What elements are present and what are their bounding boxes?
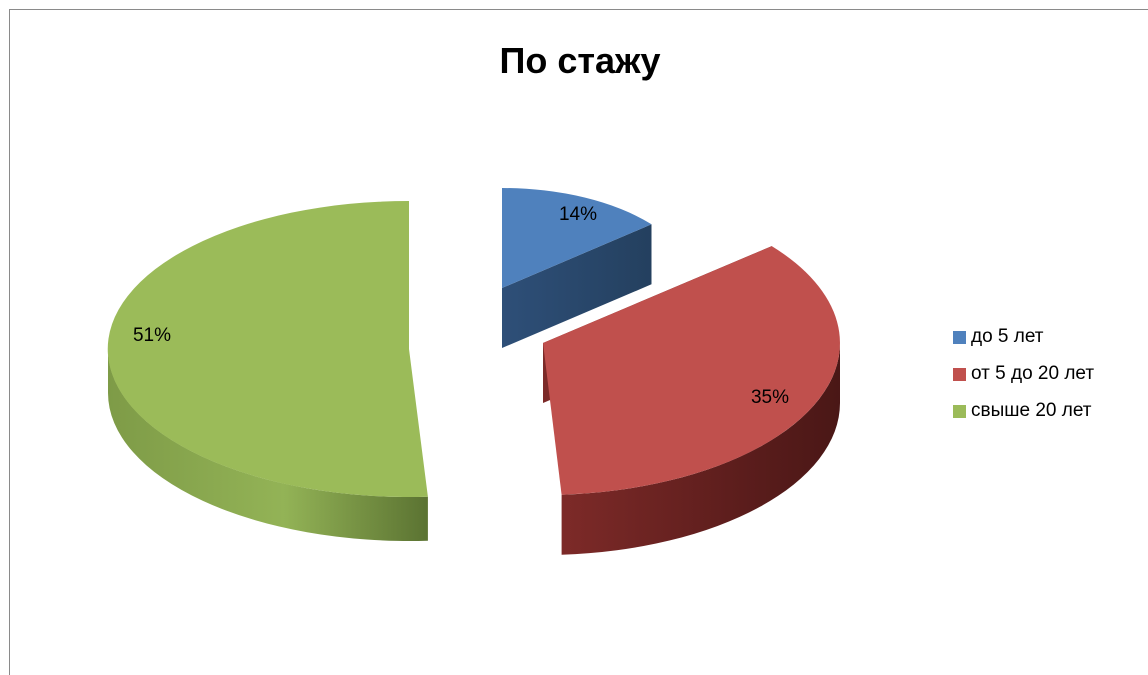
- legend-label: от 5 до 20 лет: [971, 363, 1095, 384]
- slice-upto-5-years-cut: [502, 224, 652, 348]
- data-label-2: 51%: [133, 325, 171, 346]
- slice-5-to-20-years: [543, 246, 840, 555]
- slice-upto-5-years: [502, 188, 652, 348]
- legend-swatch: [953, 405, 966, 418]
- data-label-0: 14%: [559, 204, 597, 225]
- slice-upto-5-years-top: [502, 188, 652, 288]
- slice-over-20-years: [107, 200, 428, 541]
- slice-over-20-years-side: [108, 349, 428, 541]
- chart-title: По стажу: [499, 40, 661, 81]
- legend-swatch: [953, 368, 966, 381]
- slice-5-to-20-years-side: [561, 343, 840, 555]
- data-label-1: 35%: [751, 387, 789, 408]
- legend-label: свыше 20 лет: [971, 400, 1092, 421]
- legend-swatch: [953, 331, 966, 344]
- slice-5-to-20-years-top: [543, 246, 840, 495]
- slice-over-20-years-top: [107, 200, 428, 497]
- legend-label: до 5 лет: [971, 326, 1044, 347]
